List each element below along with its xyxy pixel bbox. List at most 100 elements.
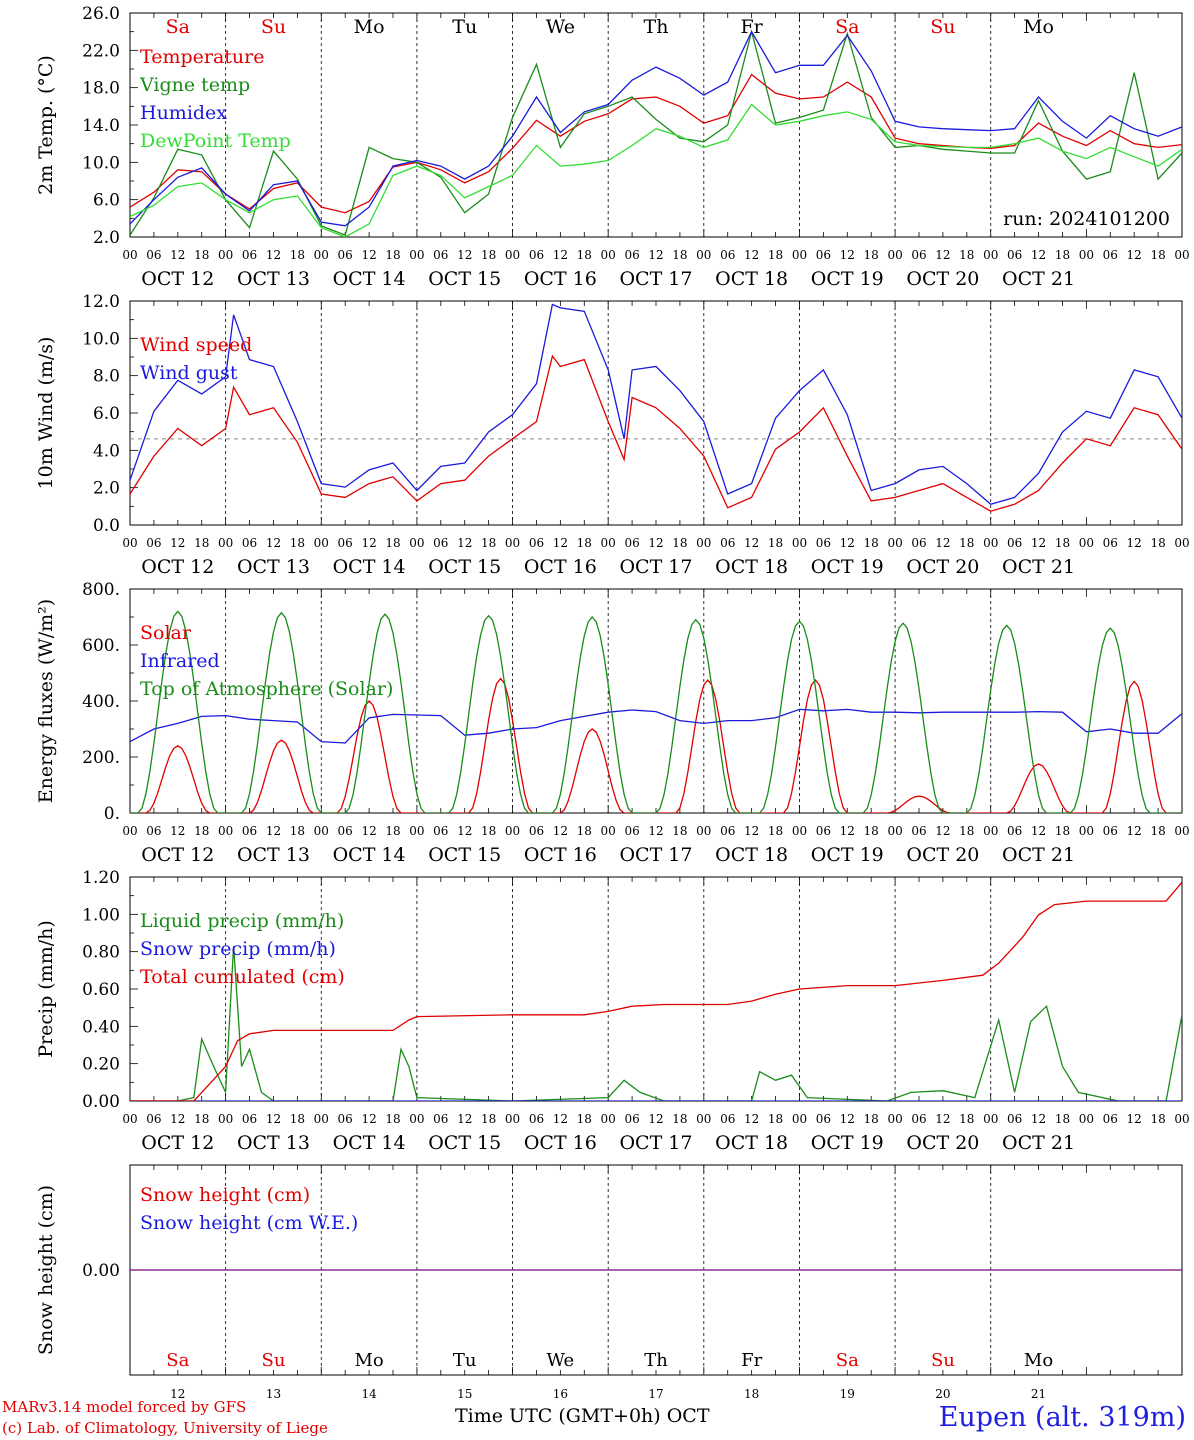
date-label: OCT 21: [1002, 1132, 1075, 1154]
hour-tick-label: 18: [1150, 248, 1165, 262]
hour-tick-label: 00: [696, 248, 711, 262]
series-line: [130, 708, 1182, 744]
hour-tick-label: 00: [983, 824, 998, 838]
hour-tick-label: 12: [266, 248, 281, 262]
hour-tick-label: 18: [385, 1112, 400, 1126]
series-line: [130, 103, 1182, 237]
hour-tick-label: 18: [768, 248, 783, 262]
hour-tick-label: 06: [624, 536, 639, 550]
hour-tick-label: 00: [505, 824, 520, 838]
hour-tick-label: 06: [146, 824, 161, 838]
hour-tick-label: 00: [696, 824, 711, 838]
legend-entry: Liquid precip (mm/h): [140, 910, 344, 932]
hour-tick-label: 06: [720, 248, 735, 262]
hour-tick-label: 18: [959, 536, 974, 550]
hour-tick-label: 06: [816, 536, 831, 550]
hour-tick-label: 12: [170, 536, 185, 550]
day-name-label: Tu: [453, 1350, 477, 1371]
hour-tick-label: 12: [553, 824, 568, 838]
hour-tick-label: 12: [457, 248, 472, 262]
station-name: Eupen (alt. 319m): [938, 1402, 1186, 1433]
panel-frame: [129, 300, 1183, 526]
hour-tick-label: 12: [457, 1112, 472, 1126]
hour-tick-label: 18: [864, 536, 879, 550]
hour-tick-label: 18: [1150, 824, 1165, 838]
hour-tick-label: 06: [816, 824, 831, 838]
day-name-label: Su: [261, 16, 286, 38]
date-label: OCT 20: [906, 844, 979, 866]
hour-tick-label: 00: [218, 536, 233, 550]
y-tick-label: 0.80: [82, 943, 120, 963]
hour-tick-label: 00: [409, 824, 424, 838]
hour-tick-label: 06: [529, 1112, 544, 1126]
series-line: [130, 610, 1182, 813]
hour-tick-label: 18: [864, 1112, 879, 1126]
hour-tick-label: 06: [1007, 536, 1022, 550]
series-group: [130, 610, 1182, 813]
hour-tick-label: 12: [361, 1112, 376, 1126]
hour-tick-label: 12: [266, 1112, 281, 1126]
legend-entry: DewPoint Temp: [140, 130, 291, 152]
y-tick-label: 0.0: [93, 516, 120, 536]
date-number-label: 16: [553, 1387, 568, 1401]
hour-tick-label: 12: [1031, 536, 1046, 550]
hour-tick-label: 00: [792, 824, 807, 838]
hour-tick-label: 18: [194, 248, 209, 262]
hour-tick-label: 12: [935, 1112, 950, 1126]
y-tick-label: 6.0: [93, 191, 120, 211]
hour-tick-label: 06: [624, 248, 639, 262]
date-label: OCT 16: [524, 1132, 597, 1154]
hour-tick-label: 06: [529, 824, 544, 838]
legend-entry: Infrared: [140, 650, 220, 672]
hour-tick-label: 12: [361, 824, 376, 838]
day-name-label: Su: [931, 1350, 955, 1371]
hour-tick-label: 00: [218, 1112, 233, 1126]
day-name-label: Sa: [835, 16, 859, 38]
hour-tick-label: 18: [1150, 1112, 1165, 1126]
hour-tick-label: 18: [577, 824, 592, 838]
hour-tick-label: 12: [935, 536, 950, 550]
hour-tick-label: 12: [1031, 1112, 1046, 1126]
hour-tick-label: 12: [648, 1112, 663, 1126]
hour-tick-label: 18: [194, 1112, 209, 1126]
hour-tick-label: 00: [218, 248, 233, 262]
hour-tick-label: 18: [959, 248, 974, 262]
date-label: OCT 18: [715, 268, 788, 290]
y-tick-label: 0.40: [82, 1017, 120, 1037]
hour-tick-label: 00: [601, 1112, 616, 1126]
date-label: OCT 15: [428, 1132, 501, 1154]
legend-entry: Snow precip (mm/h): [140, 938, 336, 960]
hour-tick-label: 00: [505, 536, 520, 550]
hour-tick-label: 12: [170, 824, 185, 838]
series-line: [130, 73, 1182, 214]
date-label: OCT 16: [524, 844, 597, 866]
hour-tick-label: 18: [577, 248, 592, 262]
hour-tick-label: 06: [1103, 248, 1118, 262]
panel-frame: [129, 12, 1183, 238]
hour-tick-label: 00: [887, 536, 902, 550]
hour-tick-label: 06: [242, 824, 257, 838]
date-label: OCT 17: [619, 1132, 692, 1154]
hour-tick-label: 06: [146, 1112, 161, 1126]
y-tick-label: 4.0: [93, 441, 120, 461]
hour-tick-label: 18: [481, 536, 496, 550]
day-name-label: Mo: [1024, 1350, 1053, 1371]
hour-tick-label: 12: [935, 248, 950, 262]
day-name-label: Sa: [166, 1350, 189, 1371]
y-tick-label: 26.0: [82, 4, 120, 24]
date-label: OCT 14: [333, 844, 406, 866]
hour-tick-label: 00: [218, 824, 233, 838]
hour-tick-label: 06: [242, 1112, 257, 1126]
legend-entry: Wind speed: [140, 334, 252, 356]
hour-tick-label: 00: [792, 1112, 807, 1126]
hour-tick-label: 12: [744, 248, 759, 262]
series-group: [130, 881, 1182, 1101]
hour-tick-label: 00: [983, 1112, 998, 1126]
date-label: OCT 14: [333, 268, 406, 290]
date-number-label: 18: [744, 1387, 759, 1401]
hour-tick-label: 00: [983, 536, 998, 550]
day-name-label: Th: [644, 1350, 668, 1371]
day-name-label: Su: [930, 16, 955, 38]
hour-tick-label: 12: [935, 824, 950, 838]
